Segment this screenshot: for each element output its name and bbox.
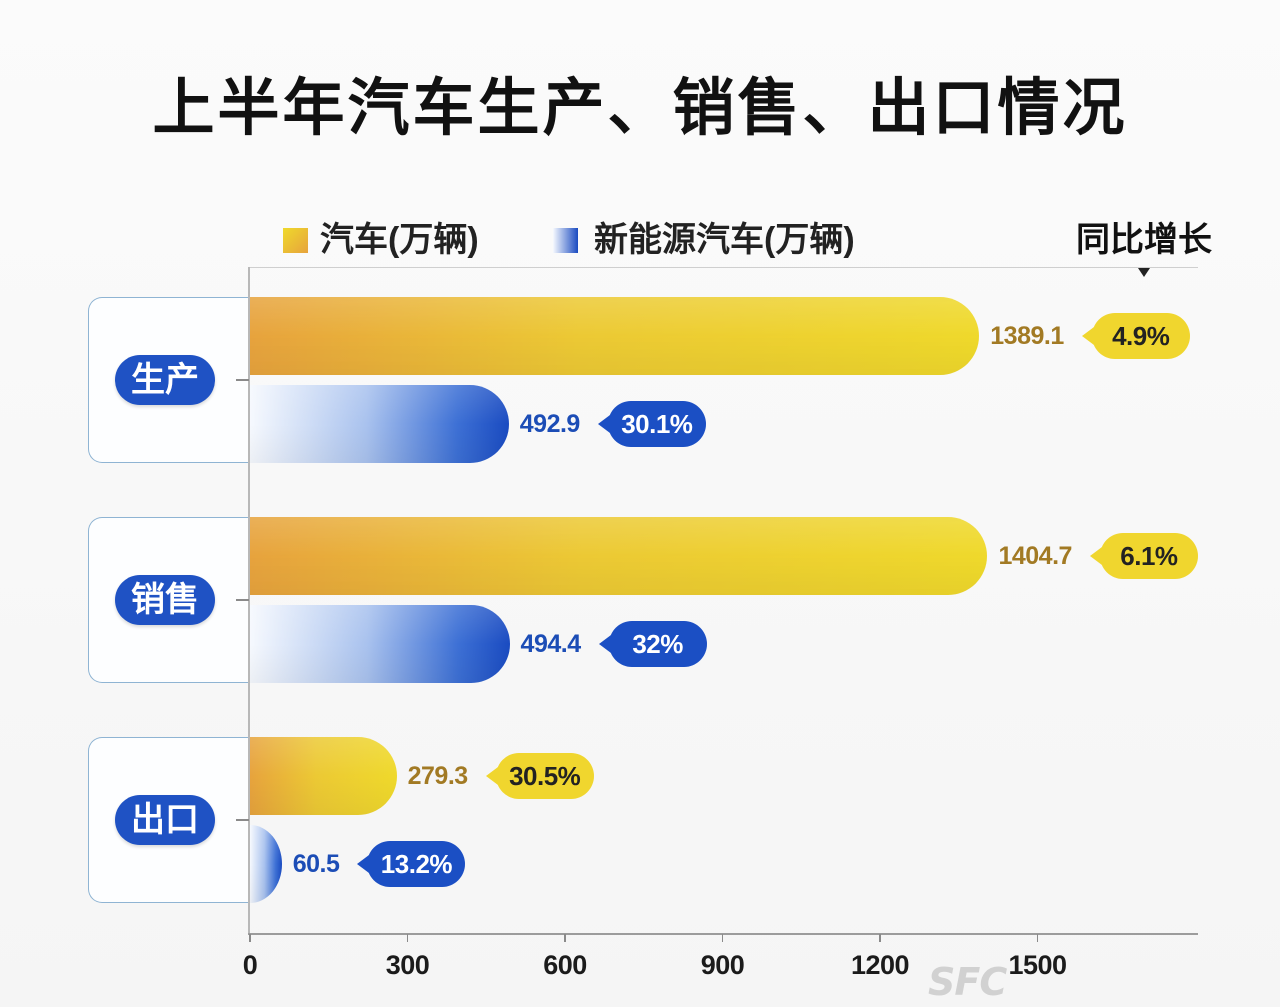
bar-annotation-vehicle-production: 1389.1 4.9% [990, 313, 1190, 359]
bar-nev-export [250, 825, 282, 903]
bar-nev-production [250, 385, 509, 463]
value-label-nev-export: 60.5 [292, 849, 340, 878]
chart-title: 上半年汽车生产、销售、出口情况 [152, 74, 1128, 143]
bar-annotation-nev-sales: 494.4 32% [521, 621, 707, 667]
x-tick-label: 900 [700, 950, 745, 980]
bar-annotation-nev-production: 492.9 30.1% [520, 401, 706, 447]
x-tick-mark [721, 934, 724, 942]
y-axis-line [248, 267, 250, 935]
growth-column-label: 同比增长 [1076, 221, 1212, 259]
growth-badge-nev-production: 30.1% [597, 401, 706, 447]
x-tick-label: 600 [543, 950, 587, 980]
category-connector-tick [236, 819, 249, 821]
x-tick-mark [406, 934, 409, 942]
x-tick-mark [879, 934, 881, 942]
legend-label-vehicle: 汽车(万辆) [320, 221, 479, 259]
growth-badge-vehicle-production: 4.9% [1081, 313, 1190, 359]
value-label-vehicle-sales: 1404.7 [998, 541, 1072, 570]
bar-vehicle-export [250, 737, 397, 815]
bar-vehicle-production [250, 297, 980, 375]
x-tick-mark [564, 934, 566, 942]
bar-nev-sales [250, 605, 510, 683]
growth-badge-nev-sales: 32% [598, 621, 707, 667]
category-connector-tick [236, 379, 249, 381]
category-label-production: 生产 [115, 355, 215, 405]
legend-swatch-nev [553, 228, 578, 253]
x-tick-label: 300 [385, 950, 430, 980]
value-label-nev-sales: 494.4 [520, 629, 582, 658]
category-label-export: 出口 [115, 795, 215, 845]
value-label-vehicle-production: 1389.1 [990, 321, 1064, 350]
growth-badge-vehicle-sales: 6.1% [1089, 533, 1198, 579]
x-tick-label: 1500 [1008, 950, 1067, 980]
x-tick-mark [249, 934, 251, 942]
x-tick-mark [1036, 934, 1039, 942]
watermark-logo: SFC [928, 960, 1007, 1004]
growth-badge-nev-export: 13.2% [357, 841, 466, 887]
category-group-box-export [88, 737, 249, 903]
bar-annotation-vehicle-sales: 1404.7 6.1% [998, 533, 1198, 579]
value-label-nev-production: 492.9 [519, 409, 581, 438]
bar-annotation-nev-export: 60.5 13.2% [293, 841, 466, 887]
bar-annotation-vehicle-export: 279.3 30.5% [408, 753, 594, 799]
category-label-sales: 销售 [115, 575, 215, 625]
category-connector-tick [236, 599, 249, 601]
top-axis-line [248, 267, 1198, 268]
legend-swatch-vehicle [283, 228, 308, 253]
legend-label-nev: 新能源汽车(万辆) [594, 221, 855, 259]
bar-vehicle-sales [250, 517, 988, 595]
x-tick-label: 1200 [850, 950, 910, 980]
growth-marker-triangle-icon [1138, 268, 1150, 277]
growth-badge-vehicle-export: 30.5% [485, 753, 594, 799]
value-label-vehicle-export: 279.3 [407, 761, 469, 790]
x-tick-label: 0 [242, 950, 258, 980]
